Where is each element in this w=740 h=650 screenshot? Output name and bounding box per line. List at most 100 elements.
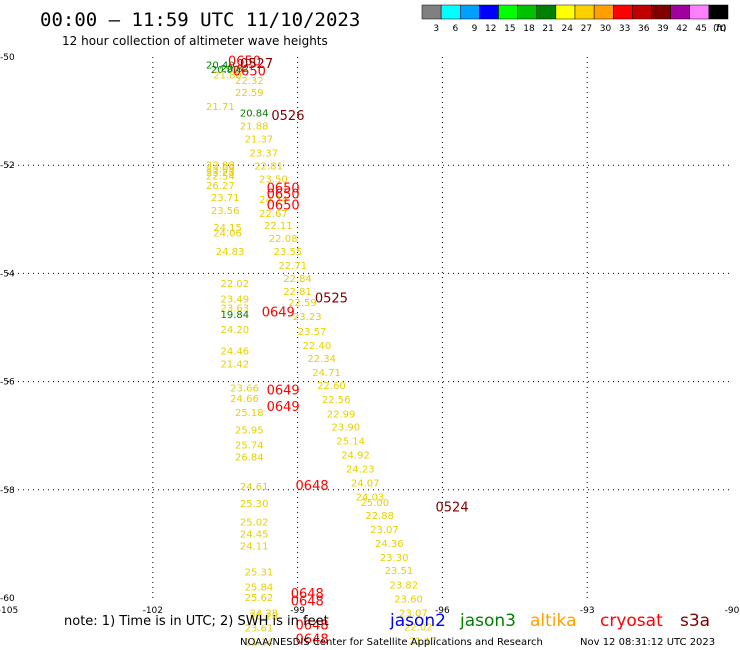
legend-label: 6	[453, 24, 459, 34]
timestamp-text: Nov 12 08:31:12 UTC 2023	[580, 637, 715, 648]
swh-value: 26.27	[206, 181, 235, 192]
swh-value: 25.28	[249, 612, 278, 623]
swh-value: 24.24	[259, 195, 288, 206]
satellite-jason3: jason3	[459, 611, 516, 631]
swh-value: 22.67	[259, 209, 288, 220]
y-tick-label: -58	[0, 486, 15, 496]
swh-value: 22.59	[288, 298, 317, 309]
swh-value: 25.02	[240, 518, 269, 529]
pass-time: 0650	[267, 199, 300, 214]
swh-value: 25.95	[235, 426, 264, 437]
swh-value: 22.81	[254, 162, 283, 173]
legend-swatch	[460, 4, 480, 20]
pass-time: 0648	[291, 595, 324, 610]
y-tick-label: -50	[0, 53, 15, 63]
legend-swatch	[421, 4, 442, 20]
pass-time: 0650	[228, 55, 261, 70]
swh-value: 22.71	[278, 261, 307, 272]
swh-value: 22.59	[235, 88, 264, 99]
swh-value: 24.20	[221, 325, 250, 336]
legend-swatch	[593, 4, 614, 20]
legend-label: 39	[657, 24, 669, 34]
swh-value: 22.81	[283, 287, 312, 298]
swh-value: 25.31	[245, 567, 274, 578]
swh-value: 21.14	[245, 638, 274, 649]
pass-time: 0648	[296, 479, 329, 494]
pass-time: 0648	[291, 587, 324, 602]
wave-height-labels: 20.4020.8720.8221.8022.3222.5921.7120.84…	[206, 60, 437, 648]
legend-swatch	[440, 4, 461, 20]
legend-label: 21	[542, 24, 553, 34]
legend-label: 15	[504, 24, 515, 34]
swh-value: 25.30	[240, 499, 269, 510]
swh-value: 23.66	[230, 383, 259, 394]
legend-label: 45	[695, 24, 706, 34]
swh-value: 23.51	[385, 566, 414, 577]
y-tick-label: -54	[0, 269, 15, 279]
legend-swatch	[670, 4, 690, 20]
grid-lines	[8, 57, 732, 598]
swh-value: 23.37	[249, 149, 278, 160]
swh-value: 22.84	[283, 274, 312, 285]
swh-value: 24.61	[240, 482, 269, 493]
satellite-cryosat: cryosat	[600, 611, 663, 631]
satellite-jason2: jason2	[389, 611, 446, 631]
legend-label: 3	[433, 24, 439, 34]
swh-value: 23.07	[370, 525, 399, 536]
swh-value: 22.40	[303, 341, 332, 352]
swh-value: 23.30	[380, 553, 409, 564]
pass-time: 0648	[296, 618, 329, 633]
swh-value: 23.28	[206, 168, 235, 179]
swh-value: 22.32	[235, 76, 264, 87]
swh-value: 23.07	[399, 608, 428, 619]
swh-value: 24.92	[341, 450, 370, 461]
pass-time: 0524	[436, 500, 469, 515]
swh-value: 22.02	[221, 279, 250, 290]
swh-value: 20.87	[211, 65, 240, 76]
legend-label: 24	[562, 24, 574, 34]
pass-time: 0649	[262, 306, 295, 321]
x-tick-label: -105	[0, 606, 18, 616]
y-axis-ticks: -50 -52 -54 -56 -58 -60	[0, 53, 15, 604]
chart-title: 00:00 – 11:59 UTC 11/10/2023	[40, 9, 360, 31]
legend-swatch	[574, 4, 595, 20]
legend-label: 33	[619, 24, 630, 34]
swh-value: 22.88	[365, 511, 394, 522]
pass-time: 0527	[240, 57, 273, 72]
swh-value: 23.49	[221, 295, 250, 306]
legend-swatch	[536, 4, 557, 20]
swh-value: 23.90	[332, 422, 361, 433]
swh-value: 21.80	[213, 71, 242, 82]
legend-label: 9	[472, 24, 478, 34]
swh-value: 23.61	[245, 624, 274, 635]
swh-value: 24.03	[356, 493, 385, 504]
legend-label: 70	[715, 24, 727, 34]
legend-swatch	[555, 4, 576, 20]
x-tick-label: -99	[290, 606, 305, 616]
swh-value: 22.99	[327, 409, 356, 420]
swh-value: 24.36	[375, 539, 404, 550]
swh-value: 24.71	[312, 368, 341, 379]
x-tick-label: -96	[435, 606, 450, 616]
x-tick-label: -90	[725, 606, 740, 616]
swh-value: 21.71	[206, 102, 235, 113]
credit-text: NOAA/NESDIS Center for Satellite Applica…	[240, 637, 543, 648]
swh-value: 26.84	[235, 453, 264, 464]
swh-value: 20.84	[240, 109, 269, 120]
y-tick-label: -56	[0, 378, 15, 388]
pass-time: 0648	[296, 632, 329, 647]
swh-value: 23.63	[221, 303, 250, 314]
legend-label: 27	[581, 24, 592, 34]
satellite-legend: jason2 jason3 altika cryosat s3a	[389, 611, 710, 631]
swh-value: 22.34	[307, 354, 336, 365]
swh-value: 21.88	[240, 121, 269, 132]
color-legend	[421, 4, 729, 20]
swh-value: 21.37	[245, 134, 274, 145]
swh-value: 24.06	[213, 229, 242, 240]
legend-label: 30	[600, 24, 612, 34]
swh-value: 24.15	[213, 223, 242, 234]
legend-label: 42	[676, 24, 687, 34]
swh-value: 21.17	[409, 637, 438, 648]
swh-value: 25.62	[245, 593, 274, 604]
pass-time: 0650	[233, 64, 266, 79]
